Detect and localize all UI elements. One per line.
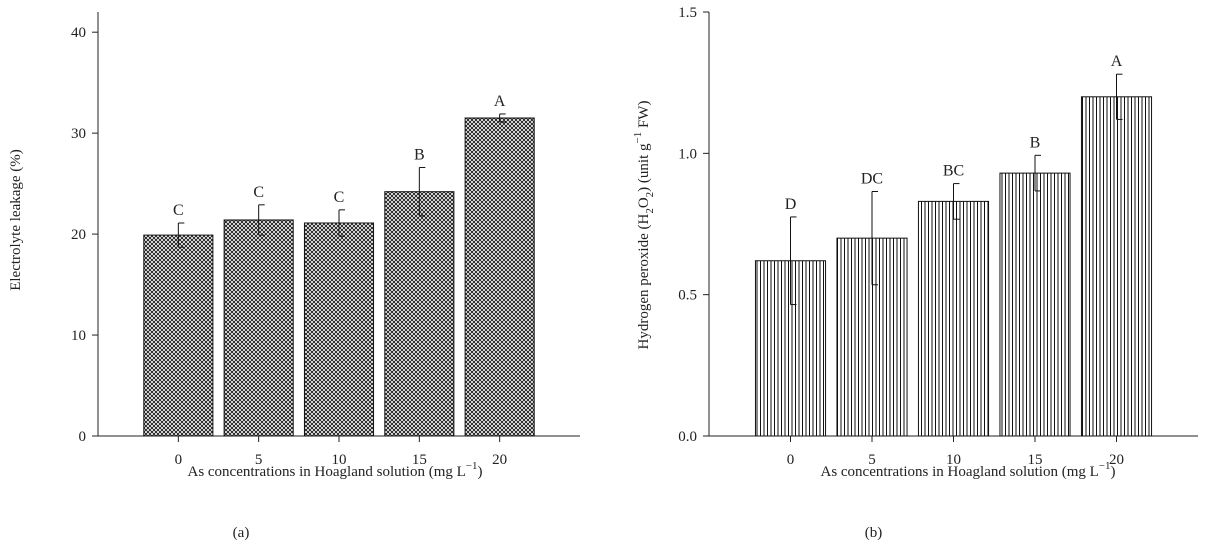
x-axis-label: As concentrations in Hoagland solution (… — [187, 460, 482, 480]
x-tick-label: 0 — [787, 452, 795, 468]
significance-letter: A — [1111, 53, 1123, 70]
significance-letter: A — [494, 93, 506, 110]
bar — [143, 234, 214, 437]
x-tick-label: 15 — [1028, 452, 1043, 468]
bar — [303, 222, 375, 437]
x-tick-label: 10 — [946, 452, 961, 468]
x-tick-label: 15 — [412, 452, 427, 468]
significance-letter: DC — [861, 170, 883, 187]
y-tick-label: 0 — [79, 429, 87, 445]
y-tick-label: 40 — [71, 25, 86, 41]
x-tick-label: 10 — [332, 452, 347, 468]
y-tick-label: 20 — [71, 227, 86, 243]
chart-a-electrolyte-leakage: 0 10 20 30 40 C 0 C 5 C 10 B 15 A 20 As concentrations … — [8, 12, 580, 541]
x-tick-label: 0 — [175, 452, 183, 468]
y-tick-label: 10 — [71, 328, 86, 344]
y-tick-label: 1.0 — [678, 146, 697, 162]
significance-letter: C — [253, 184, 264, 201]
bar — [464, 117, 535, 437]
panel-label: (a) — [233, 525, 250, 541]
bar — [384, 191, 455, 437]
x-axis-label: As concentrations in Hoagland solution (… — [820, 460, 1115, 480]
y-axis-label: Electrolyte leakage (%) — [8, 149, 24, 291]
y-tick-label: 0.0 — [678, 429, 697, 445]
significance-letter: BC — [943, 163, 964, 180]
significance-letter: C — [334, 189, 345, 206]
y-tick-label: 30 — [71, 126, 86, 142]
significance-letter: B — [414, 146, 425, 163]
x-tick-label: 5 — [255, 452, 263, 468]
y-tick-label: 0.5 — [678, 288, 697, 304]
bar — [223, 219, 294, 437]
significance-letter: D — [785, 196, 797, 213]
panel-label: (b) — [865, 525, 883, 541]
significance-letter: C — [173, 202, 184, 219]
y-tick-label: 1.5 — [678, 5, 697, 21]
bar — [917, 200, 990, 437]
x-tick-label: 20 — [1109, 452, 1124, 468]
y-axis-label: Hydrogen peroxide (H2O2) (unit g−1 FW) — [632, 101, 656, 350]
x-tick-label: 20 — [492, 452, 507, 468]
significance-letter: B — [1030, 134, 1041, 151]
bar — [1080, 96, 1153, 437]
x-tick-label: 5 — [868, 452, 876, 468]
bar — [999, 172, 1071, 437]
